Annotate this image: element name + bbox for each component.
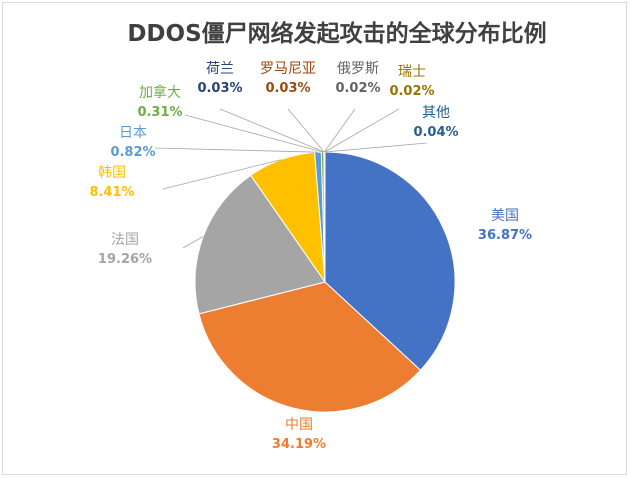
data-label-category-7: 罗马尼亚 [260, 61, 316, 77]
data-label-category-10: 其他 [422, 105, 450, 121]
data-label-value-2: 19.26% [98, 252, 152, 267]
leader-line-2 [182, 236, 204, 249]
data-label-category-6: 荷兰 [206, 61, 234, 77]
leader-line-4 [154, 147, 319, 153]
pie-slice-1 [198, 281, 422, 413]
chart-title: DDOS僵尸网络发起攻击的全球分布比例 [127, 20, 546, 47]
data-label-category-5: 加拿大 [139, 84, 181, 101]
pie-slice-0 [324, 151, 456, 371]
data-label-value-5: 0.31% [137, 105, 182, 120]
leader-line-10 [324, 142, 428, 153]
data-label-category-3: 韩国 [98, 165, 126, 181]
leader-line-5 [184, 114, 323, 153]
data-label-value-3: 8.41% [89, 185, 134, 200]
data-label-value-1: 34.19% [272, 437, 326, 452]
leader-line-9 [324, 108, 400, 153]
data-label-value-4: 0.82% [110, 145, 155, 160]
pie-slices [194, 151, 456, 413]
data-label-category-2: 法国 [111, 232, 139, 248]
data-label-category-0: 美国 [491, 208, 519, 224]
data-labels: 美国 36.87% 中国 34.19% 法国 19.26% 韩国 8.41% 日本 0.82% 加拿… [89, 61, 532, 452]
data-label-value-6: 0.03% [197, 81, 242, 96]
leader-line-7 [287, 108, 325, 153]
data-label-value-8: 0.02% [335, 81, 380, 96]
pie-chart: DDOS僵尸网络发起攻击的全球分布比例 美国 36.87% 中国 34.19% 法国 19… [89, 20, 546, 452]
leader-lines [154, 108, 428, 249]
data-label-category-8: 俄罗斯 [337, 61, 379, 77]
data-label-value-0: 36.87% [478, 228, 532, 243]
data-label-value-7: 0.03% [265, 81, 310, 96]
data-label-value-9: 0.02% [389, 84, 434, 99]
pie-slice-2 [194, 174, 326, 315]
leader-line-3 [162, 159, 282, 190]
data-label-category-4: 日本 [119, 125, 147, 141]
data-label-value-10: 0.04% [413, 125, 458, 140]
leader-line-8 [324, 108, 356, 153]
data-label-category-9: 瑞士 [398, 64, 426, 80]
data-label-category-1: 中国 [285, 417, 313, 433]
leader-line-6 [219, 108, 325, 153]
